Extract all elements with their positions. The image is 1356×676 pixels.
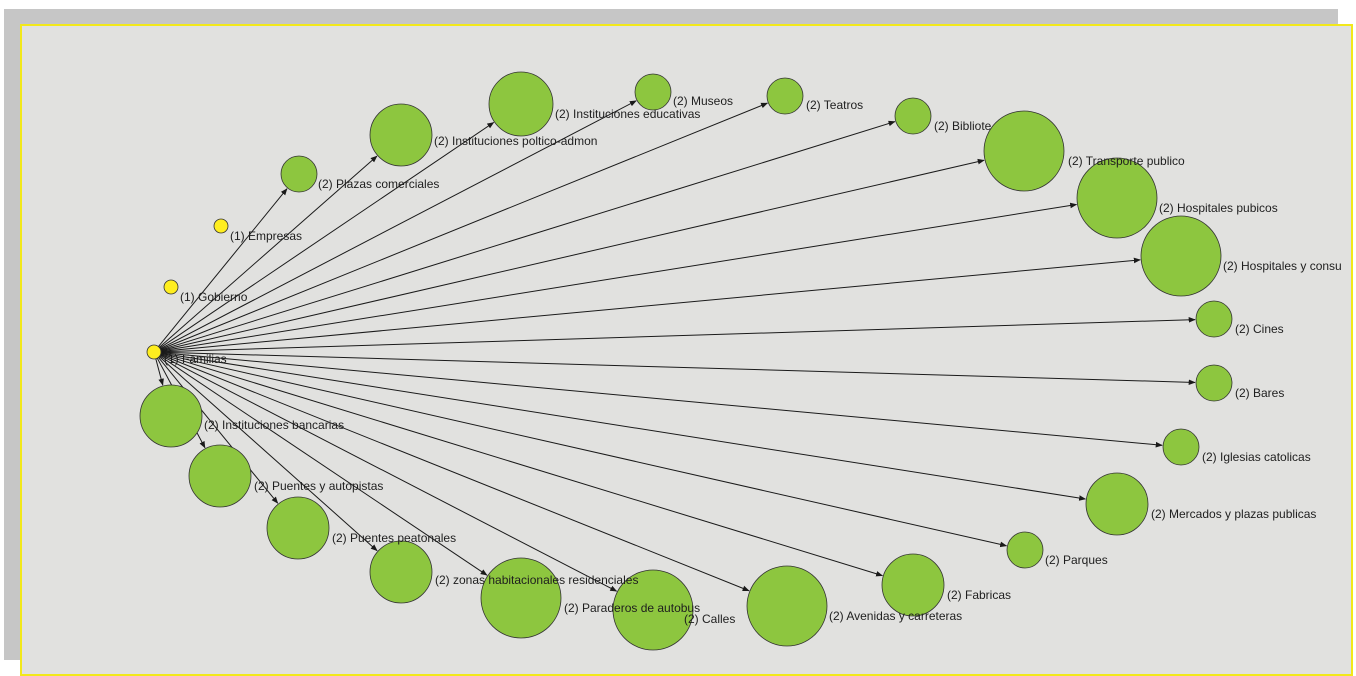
edge-familias-to-cines xyxy=(160,316,1196,353)
node-bares[interactable] xyxy=(1195,364,1233,402)
edge-familias-to-calles xyxy=(159,354,618,592)
node-label-iglesias-catolicas: (2) Iglesias catolicas xyxy=(1202,450,1311,464)
edge-familias-to-paraderos-de-autobus xyxy=(159,355,488,576)
node-label-instituciones-poltico-admon: (2) Instituciones poltico-admon xyxy=(434,134,597,148)
edge-familias-to-mercados-y-plazas-publicas xyxy=(160,352,1087,501)
node-label-hospitales-y-consu: (2) Hospitales y consu xyxy=(1223,259,1342,273)
edge-familias-to-instituciones-educativas xyxy=(159,122,495,349)
node-calles[interactable] xyxy=(612,569,694,651)
node-fabricas[interactable] xyxy=(881,553,945,617)
node-empresas[interactable] xyxy=(213,218,229,234)
nodes-layer xyxy=(139,71,1233,651)
node-label-mercados-y-plazas-publicas: (2) Mercados y plazas publicas xyxy=(1151,507,1316,521)
edge-familias-to-plazas-comerciales xyxy=(158,188,288,347)
edge-familias-to-avenidas-y-carreteras xyxy=(160,354,750,592)
labels-layer: (2) Plazas comerciales (2) Instituciones … xyxy=(164,94,1342,626)
edge-familias-to-instituciones-poltico-admon xyxy=(158,155,378,348)
edge-familias-to-teatros xyxy=(160,102,769,350)
node-transporte-publico[interactable] xyxy=(983,110,1065,192)
edge-familias-to-iglesias-catolicas xyxy=(160,352,1163,448)
node-label-bares: (2) Bares xyxy=(1235,386,1284,400)
node-label-cines: (2) Cines xyxy=(1235,322,1284,336)
node-iglesias-catolicas[interactable] xyxy=(1162,428,1200,466)
node-label-fabricas: (2) Fabricas xyxy=(947,588,1011,602)
node-label-plazas-comerciales: (2) Plazas comerciales xyxy=(318,177,439,191)
node-label-zonas-habitacionales-residenciales: (2) zonas habitacionales residenciales xyxy=(435,573,638,587)
node-avenidas-y-carreteras[interactable] xyxy=(746,565,828,647)
edges-layer xyxy=(155,100,1196,592)
node-hospitales-pubicos[interactable] xyxy=(1076,157,1158,239)
node-plazas-comerciales[interactable] xyxy=(280,155,318,193)
node-label-instituciones-educativas: (2) Instituciones educativas xyxy=(555,107,700,121)
node-label-puentes-y-autopistas: (2) Puentes y autopistas xyxy=(254,479,383,493)
node-puentes-peatonales[interactable] xyxy=(266,496,330,560)
node-paraderos-de-autobus[interactable] xyxy=(480,557,562,639)
node-gobierno[interactable] xyxy=(163,279,179,295)
node-hospitales-y-consu[interactable] xyxy=(1140,215,1222,297)
edge-familias-to-museos xyxy=(159,100,637,350)
node-teatros[interactable] xyxy=(766,77,804,115)
node-museos[interactable] xyxy=(634,73,672,111)
edge-familias-to-fabricas xyxy=(160,353,884,577)
edge-familias-to-instituciones-bancarias xyxy=(155,358,164,386)
edge-familias-to-bares xyxy=(160,351,1196,386)
node-label-instituciones-bancarias: (2) Instituciones bancarias xyxy=(204,418,344,432)
node-label-calles: (2) Calles xyxy=(684,612,735,626)
node-label-parques: (2) Parques xyxy=(1045,553,1108,567)
edge-familias-to-transporte-publico xyxy=(160,158,985,351)
node-label-transporte-publico: (2) Transporte publico xyxy=(1068,154,1185,168)
edge-familias-to-zonas-habitacionales-residenciales xyxy=(158,356,378,552)
node-label-empresas: (1) Empresas xyxy=(230,229,302,243)
edge-familias-to-hospitales-pubicos xyxy=(160,202,1078,352)
node-label-familias: (1) Familias xyxy=(164,352,227,366)
edge-familias-to-bibliote xyxy=(160,120,896,351)
edge-familias-to-hospitales-y-consu xyxy=(160,257,1141,352)
node-label-puentes-peatonales: (2) Puentes peatonales xyxy=(332,531,456,545)
node-cines[interactable] xyxy=(1195,300,1233,338)
node-instituciones-educativas[interactable] xyxy=(488,71,554,137)
node-instituciones-poltico-admon[interactable] xyxy=(369,103,433,167)
node-bibliote[interactable] xyxy=(894,97,932,135)
edge-familias-to-puentes-peatonales xyxy=(158,357,279,504)
node-familias[interactable] xyxy=(146,344,162,360)
node-puentes-y-autopistas[interactable] xyxy=(188,444,252,508)
node-label-gobierno: (1) Gobierno xyxy=(180,290,248,304)
node-label-hospitales-pubicos: (2) Hospitales pubicos xyxy=(1159,201,1278,215)
node-zonas-habitacionales-residenciales[interactable] xyxy=(369,540,433,604)
node-parques[interactable] xyxy=(1006,531,1044,569)
node-label-avenidas-y-carreteras: (2) Avenidas y carreteras xyxy=(829,609,962,623)
node-label-paraderos-de-autobus: (2) Paraderos de autobus xyxy=(564,601,700,615)
node-label-bibliote: (2) Bibliote xyxy=(934,119,992,133)
node-mercados-y-plazas-publicas[interactable] xyxy=(1085,472,1149,536)
node-instituciones-bancarias[interactable] xyxy=(139,384,203,448)
network-canvas xyxy=(20,24,1353,676)
edge-familias-to-parques xyxy=(160,353,1008,548)
node-label-museos: (2) Museos xyxy=(673,94,733,108)
node-label-teatros: (2) Teatros xyxy=(806,98,863,112)
